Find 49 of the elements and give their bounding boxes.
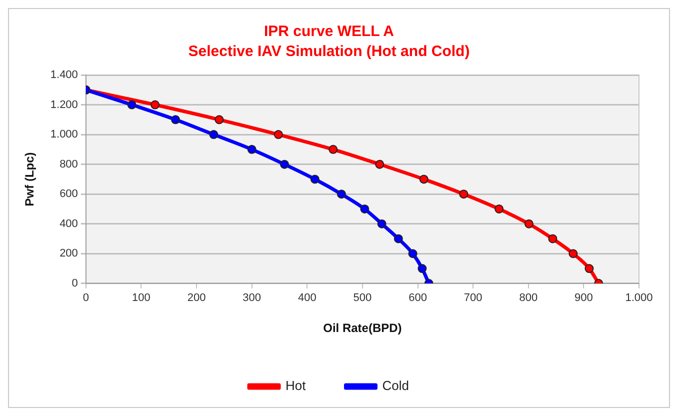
point	[377, 219, 386, 228]
y-tick-label: 1.200	[50, 98, 78, 111]
point	[419, 174, 428, 184]
x-tick-label: 300	[242, 292, 262, 304]
point	[524, 219, 534, 228]
point	[247, 144, 256, 154]
y-tick-label: 400	[60, 218, 78, 230]
x-tick-label: 200	[187, 292, 206, 304]
x-tick-label: 700	[464, 292, 482, 304]
point	[310, 174, 320, 184]
point	[150, 100, 160, 110]
y-tick-label: 800	[60, 158, 78, 170]
x-tick-label: 800	[519, 292, 538, 304]
legend-label: Hot	[286, 378, 306, 394]
point	[548, 234, 558, 244]
x-tick-label: 0	[82, 292, 89, 304]
point	[214, 115, 224, 124]
point	[360, 204, 370, 214]
point	[584, 264, 594, 274]
point	[375, 160, 384, 169]
chart-subtitle: Selective IAV Simulation (Hot and Cold)	[188, 43, 470, 60]
y-tick-label: 0	[72, 277, 78, 290]
x-tick-label: 500	[353, 292, 372, 304]
x-axis-title: Oil Rate(BPD)	[323, 321, 402, 336]
point	[336, 190, 346, 199]
point	[127, 100, 136, 110]
x-tick-label: 1.000	[625, 292, 653, 304]
point	[394, 234, 403, 244]
legend-label: Cold	[382, 378, 409, 394]
point	[209, 130, 218, 140]
chart-title: IPR curve WELL A	[264, 23, 394, 40]
point	[408, 249, 418, 258]
y-tick-label: 200	[60, 248, 78, 260]
point	[494, 204, 504, 214]
y-axis-title: Pwf (Lpc)	[22, 152, 37, 206]
y-tick-label: 600	[60, 188, 78, 200]
x-tick-label: 600	[408, 292, 427, 304]
point	[568, 249, 578, 258]
point	[274, 130, 283, 140]
y-tick-label: 1.000	[50, 128, 78, 141]
point	[328, 144, 338, 154]
point	[418, 264, 427, 274]
point	[280, 160, 289, 169]
point	[171, 115, 180, 124]
point	[459, 190, 468, 199]
x-tick-label: 100	[132, 292, 150, 304]
x-tick-label: 900	[574, 292, 593, 304]
y-tick-label: 1.400	[50, 69, 78, 82]
x-tick-label: 400	[298, 292, 316, 304]
